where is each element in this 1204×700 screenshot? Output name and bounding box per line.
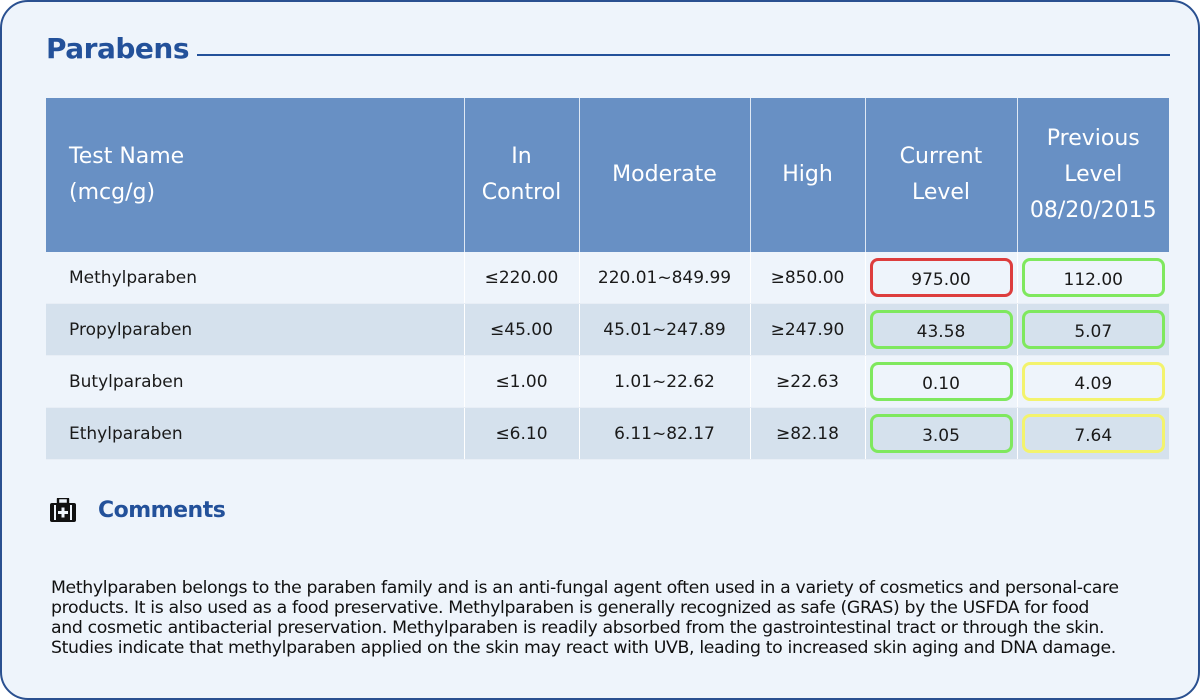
test-name-cell: Ethylparaben bbox=[46, 407, 464, 460]
current-level-badge: 0.10 bbox=[869, 362, 1013, 401]
previous-level-cell: 7.64 bbox=[1016, 407, 1169, 460]
previous-level-badge: 112.00 bbox=[1021, 258, 1165, 297]
table-row: Methylparaben ≤220.00 220.01~849.99 ≥850… bbox=[46, 252, 1169, 304]
moderate-cell: 1.01~22.62 bbox=[578, 355, 750, 408]
title-underline bbox=[197, 54, 1170, 56]
high-cell: ≥850.00 bbox=[749, 252, 865, 304]
table-row: Propylparaben ≤45.00 45.01~247.89 ≥247.9… bbox=[46, 303, 1169, 356]
high-cell: ≥82.18 bbox=[749, 407, 865, 460]
comment-line: products. It is also used as a food pres… bbox=[51, 598, 1090, 618]
test-name-cell: Propylparaben bbox=[46, 303, 464, 356]
table-header-row: Test Name (mcg/g) In Control Moderate Hi… bbox=[46, 98, 1169, 252]
moderate-cell: 6.11~82.17 bbox=[578, 407, 750, 460]
current-level-badge: 3.05 bbox=[869, 414, 1013, 453]
header-previous-level: Previous Level 08/20/2015 bbox=[1016, 98, 1169, 252]
test-name-cell: Butylparaben bbox=[46, 355, 464, 408]
section-header: Parabens bbox=[46, 26, 1170, 66]
comments-title: Comments bbox=[98, 497, 226, 523]
table-row: Butylparaben ≤1.00 1.01~22.62 ≥22.63 0.1… bbox=[46, 355, 1169, 408]
high-cell: ≥22.63 bbox=[749, 355, 865, 408]
comment-line: Studies indicate that methylparaben appl… bbox=[51, 638, 1116, 658]
table-row: Ethylparaben ≤6.10 6.11~82.17 ≥82.18 3.0… bbox=[46, 407, 1169, 460]
previous-level-cell: 5.07 bbox=[1016, 303, 1169, 356]
current-level-cell: 0.10 bbox=[864, 355, 1017, 408]
header-test-name: Test Name (mcg/g) bbox=[46, 98, 464, 252]
previous-level-badge: 5.07 bbox=[1021, 310, 1165, 349]
current-level-cell: 975.00 bbox=[864, 252, 1017, 304]
comment-paragraph: Methylparaben belongs to the paraben fam… bbox=[51, 578, 1171, 658]
moderate-cell: 220.01~849.99 bbox=[578, 252, 750, 304]
previous-level-badge: 7.64 bbox=[1021, 414, 1165, 453]
header-current-level: Current Level bbox=[864, 98, 1017, 252]
comment-line: Methylparaben belongs to the paraben fam… bbox=[51, 578, 1119, 598]
moderate-cell: 45.01~247.89 bbox=[578, 303, 750, 356]
current-level-badge: 975.00 bbox=[869, 258, 1013, 297]
comment-line: and cosmetic antibacterial preservation.… bbox=[51, 618, 1105, 638]
in-control-cell: ≤6.10 bbox=[463, 407, 579, 460]
previous-level-badge: 4.09 bbox=[1021, 362, 1165, 401]
first-aid-kit-icon bbox=[50, 498, 76, 522]
current-level-badge: 43.58 bbox=[869, 310, 1013, 349]
header-moderate: Moderate bbox=[578, 98, 750, 252]
header-high: High bbox=[749, 98, 865, 252]
test-name-cell: Methylparaben bbox=[46, 252, 464, 304]
in-control-cell: ≤45.00 bbox=[463, 303, 579, 356]
high-cell: ≥247.90 bbox=[749, 303, 865, 356]
header-in-control: In Control bbox=[463, 98, 579, 252]
previous-level-cell: 4.09 bbox=[1016, 355, 1169, 408]
comments-header: Comments bbox=[50, 494, 226, 526]
current-level-cell: 43.58 bbox=[864, 303, 1017, 356]
section-title: Parabens bbox=[46, 32, 190, 65]
in-control-cell: ≤1.00 bbox=[463, 355, 579, 408]
previous-level-cell: 112.00 bbox=[1016, 252, 1169, 304]
results-table: Test Name (mcg/g) In Control Moderate Hi… bbox=[46, 98, 1169, 460]
in-control-cell: ≤220.00 bbox=[463, 252, 579, 304]
current-level-cell: 3.05 bbox=[864, 407, 1017, 460]
